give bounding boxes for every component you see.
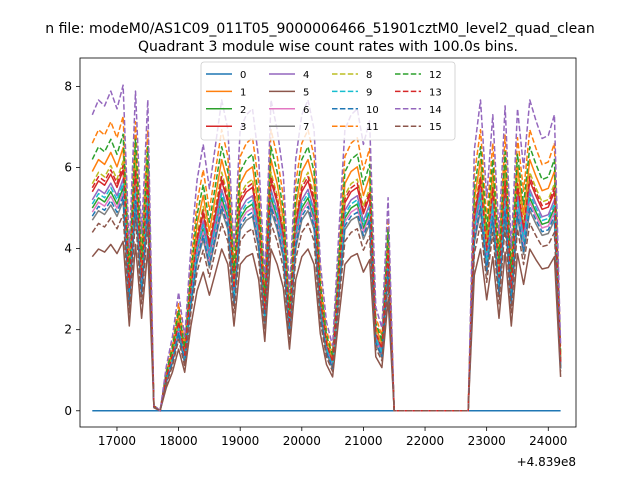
y-tick-label: 0: [64, 404, 72, 418]
y-tick-label: 2: [64, 323, 72, 337]
series-layer: [91, 84, 562, 412]
series-line-11: [91, 115, 562, 412]
x-tick-label: 18000: [159, 434, 197, 448]
y-tick-label: 6: [64, 160, 72, 174]
plot-frame: [79, 57, 577, 428]
series-line-13: [91, 164, 562, 412]
legend-label-10: 10: [366, 105, 379, 116]
y-tick-label: 4: [64, 242, 72, 256]
series-line-12: [91, 133, 562, 412]
legend-label-9: 9: [366, 87, 372, 98]
legend-label-1: 1: [240, 87, 246, 98]
chart-title: Quadrant 3 module wise count rates with …: [138, 39, 518, 55]
legend-label-0: 0: [240, 70, 246, 81]
x-tick-label: 21000: [344, 434, 382, 448]
legend-label-6: 6: [303, 105, 309, 116]
x-tick-label: 24000: [529, 434, 567, 448]
figure-suptitle: n file: modeM0/AS1C09_011T05_9000006466_…: [45, 21, 594, 37]
legend-label-12: 12: [429, 70, 442, 81]
legend-label-13: 13: [429, 87, 442, 98]
series-line-9: [91, 182, 562, 412]
series-line-1: [91, 146, 562, 412]
x-tick-label: 22000: [406, 434, 444, 448]
series-line-10: [91, 195, 562, 412]
x-tick-label: 23000: [468, 434, 506, 448]
legend-label-7: 7: [303, 122, 309, 133]
legend-label-3: 3: [240, 122, 246, 133]
legend-label-8: 8: [366, 70, 372, 81]
x-tick-label: 20000: [283, 434, 321, 448]
series-line-14: [91, 84, 562, 412]
legend-label-11: 11: [366, 122, 379, 133]
x-tick-label: 17000: [98, 434, 136, 448]
series-line-15: [91, 213, 562, 412]
x-tick-label: 19000: [221, 434, 259, 448]
legend-box: [200, 61, 456, 141]
series-line-5: [91, 240, 562, 412]
legend-label-14: 14: [429, 105, 442, 116]
legend-label-15: 15: [429, 122, 442, 133]
x-offset-label: +4.839e8: [517, 455, 576, 469]
legend-label-2: 2: [240, 105, 246, 116]
legend-label-5: 5: [303, 87, 309, 98]
y-tick-label: 8: [64, 79, 72, 93]
y-axis: 0 2 4 6 8: [64, 79, 80, 418]
x-axis: 17000 18000 19000 20000 21000 22000 23000 24000: [98, 427, 567, 448]
legend-label-4: 4: [303, 70, 309, 81]
